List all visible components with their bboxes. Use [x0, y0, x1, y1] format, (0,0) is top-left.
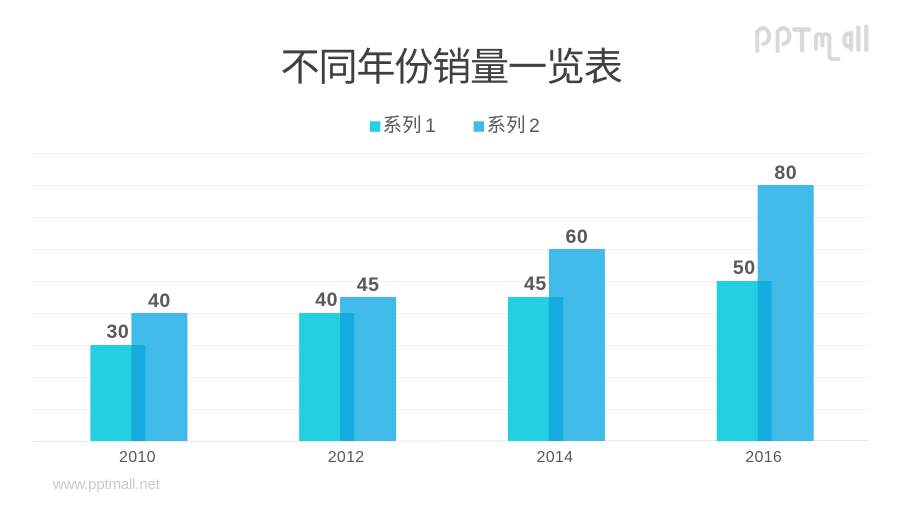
svg-text:30: 30: [107, 321, 130, 343]
svg-text:2: 2: [529, 115, 540, 137]
svg-text:2010: 2010: [119, 449, 156, 466]
svg-text:80: 80: [774, 162, 797, 184]
svg-text:2014: 2014: [537, 449, 574, 466]
svg-text:60: 60: [566, 226, 589, 248]
svg-text:40: 40: [148, 290, 171, 312]
svg-text:40: 40: [315, 289, 338, 311]
svg-text:2016: 2016: [745, 449, 782, 466]
svg-text:45: 45: [357, 274, 380, 296]
svg-text:1: 1: [425, 115, 436, 137]
svg-text:www.pptmall.net: www.pptmall.net: [52, 476, 161, 493]
svg-text:50: 50: [733, 257, 756, 279]
svg-text:45: 45: [524, 273, 547, 295]
svg-text:2012: 2012: [328, 449, 365, 466]
